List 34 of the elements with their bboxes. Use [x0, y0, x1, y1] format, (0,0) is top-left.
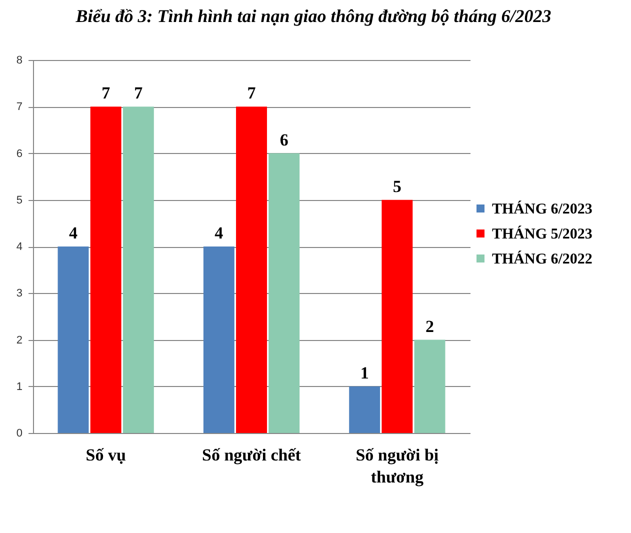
y-tick-label: 4	[16, 241, 22, 253]
data-label: 7	[247, 84, 256, 103]
x-tick-label: Số người bị thương	[356, 446, 439, 486]
bar	[203, 246, 234, 433]
data-label: 4	[68, 224, 78, 242]
bar	[58, 246, 89, 433]
bar	[382, 200, 413, 433]
y-tick-label: 8	[16, 54, 22, 66]
bar	[122, 106, 154, 433]
x-tick-label: Số người chết	[202, 446, 302, 464]
bar	[414, 340, 446, 433]
y-tick-label: 2	[16, 334, 22, 346]
legend-label: THÁNG 6/2023	[492, 200, 592, 218]
bar	[349, 386, 380, 433]
data-label: 7	[134, 84, 144, 103]
y-tick-label: 3	[16, 288, 22, 300]
x-tick-label: Số vụ	[86, 446, 126, 464]
y-tick-label: 0	[16, 428, 22, 440]
data-label: 1	[360, 363, 369, 382]
bar	[236, 106, 267, 433]
data-label: 5	[392, 176, 402, 196]
data-label: 7	[102, 84, 111, 103]
data-label: 2	[426, 316, 434, 336]
y-tick-label: 7	[16, 101, 22, 114]
data-label: 6	[280, 130, 288, 150]
data-label: 4	[214, 224, 224, 242]
legend-label: THÁNG 5/2023	[492, 226, 592, 242]
bar	[90, 106, 122, 433]
y-tick-label: 1	[16, 380, 22, 393]
bar	[268, 153, 300, 433]
y-tick-label: 5	[16, 194, 22, 206]
legend-label: THÁNG 6/2022	[492, 250, 592, 268]
chart-title: Biểu đồ 3: Tình hình tai nạn giao thông đường bộ tháng 6/2023	[74, 6, 552, 26]
y-tick-label: 6	[16, 148, 22, 160]
